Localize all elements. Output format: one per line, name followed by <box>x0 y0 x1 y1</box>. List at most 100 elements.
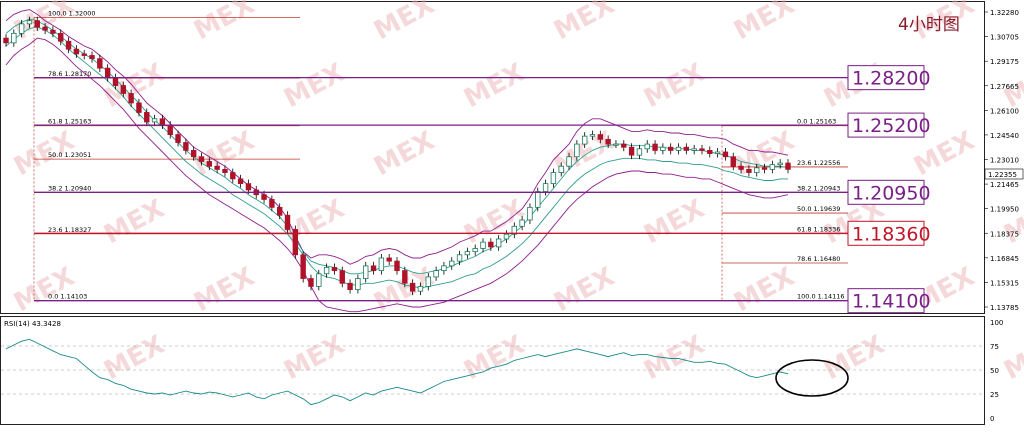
candle-body <box>527 206 533 221</box>
candle-body <box>378 257 385 272</box>
fib-left-label: 78.6 1.28170 <box>48 70 91 78</box>
candle-body <box>621 143 627 148</box>
current-price-badge <box>984 168 1024 180</box>
fib-right-label: 38.2 1.20943 <box>797 184 840 192</box>
watermark-text: MEX <box>639 330 709 386</box>
candle-body <box>511 225 517 235</box>
price-tick-label: 1.27665 <box>990 83 1019 91</box>
main-panel-frame <box>0 1 985 314</box>
watermark-text: MEX <box>459 194 529 250</box>
candle-body <box>339 270 345 284</box>
candle-body <box>292 229 299 256</box>
candle-body <box>42 26 48 31</box>
candle-body <box>198 156 205 162</box>
price-tick-label: 1.29175 <box>990 58 1019 66</box>
watermark-text: MEX <box>639 58 709 114</box>
level-label: 1.25200 <box>852 115 931 137</box>
watermark-text: MEX <box>369 0 439 46</box>
candle-body <box>120 85 126 94</box>
candle-body <box>65 40 72 50</box>
candle-body <box>104 67 111 79</box>
candle-body <box>464 251 471 256</box>
candle-body <box>370 265 377 272</box>
candle-body <box>652 143 658 151</box>
fib-left-label: 38.2 1.20940 <box>48 184 91 192</box>
price-tick-label: 1.24540 <box>990 132 1019 140</box>
candle-body <box>722 151 729 158</box>
candle-body <box>73 48 80 55</box>
candle-body <box>402 270 408 284</box>
candle-body <box>660 146 666 151</box>
watermark-text: MEX <box>189 262 259 318</box>
candle-body <box>472 248 478 253</box>
candle-body <box>613 143 619 146</box>
candle-body <box>151 118 158 123</box>
watermark-text: MEX <box>729 126 799 182</box>
candle-body <box>449 260 455 267</box>
rsi-tick-label: 0 <box>990 415 994 423</box>
candle-body <box>581 135 588 145</box>
level-label: 1.18360 <box>852 223 931 245</box>
watermark-text: MEX <box>459 330 529 386</box>
candle-body <box>276 206 283 216</box>
watermark-text: MEX <box>999 330 1024 386</box>
candle-body <box>746 168 752 173</box>
watermark-text: MEX <box>639 194 709 250</box>
price-tick-label: 1.16845 <box>990 255 1019 263</box>
candle-body <box>97 58 103 69</box>
fib-right-label: 23.6 1.22556 <box>797 159 840 167</box>
price-tick-label: 1.30705 <box>990 34 1019 42</box>
watermark-text: MEX <box>99 58 169 114</box>
candle-body <box>394 260 400 272</box>
candle-body <box>425 276 431 287</box>
candle-body <box>417 286 424 292</box>
watermark-text: MEX <box>729 0 799 46</box>
price-candles <box>3 16 791 296</box>
watermark-text: MEX <box>819 330 889 386</box>
fib-right-label: 78.6 1.16480 <box>797 255 840 263</box>
candle-body <box>519 219 525 227</box>
fib-right-label: 50.0 1.19639 <box>797 205 840 213</box>
candle-body <box>683 146 690 151</box>
price-tick-label: 1.13785 <box>990 304 1019 312</box>
candle-body <box>214 165 220 170</box>
candle-body <box>558 165 564 173</box>
price-tick-label: 1.26100 <box>990 107 1019 115</box>
candle-body <box>300 254 306 279</box>
candle-body <box>206 161 213 167</box>
candle-body <box>535 191 541 208</box>
level-box <box>847 112 925 138</box>
candle-body <box>605 138 611 145</box>
price-axis: 1.32280 1.30705 1.29175 1.27665 1.26100 1.245… <box>984 9 1019 312</box>
candle-body <box>230 172 236 180</box>
price-tick-label: 1.18375 <box>990 230 1019 238</box>
candle-body <box>574 143 580 158</box>
candle-body <box>589 134 596 137</box>
candle-body <box>699 148 705 151</box>
level-label: 1.14100 <box>852 291 931 313</box>
candle-body <box>777 162 783 166</box>
candle-body <box>190 150 197 158</box>
candle-body <box>441 265 447 272</box>
candle-body <box>644 143 650 150</box>
candle-body <box>668 146 674 151</box>
candle-body <box>714 151 721 154</box>
candle-body <box>50 29 56 34</box>
watermark-text: MEX <box>99 194 169 250</box>
level-box <box>847 179 925 205</box>
level-box <box>847 65 925 91</box>
candle-body <box>284 214 291 230</box>
price-tick-label: 1.21465 <box>990 181 1019 189</box>
candle-body <box>323 267 330 275</box>
candle-body <box>542 183 549 192</box>
rsi-label: RSI(14) 43.3428 <box>4 320 61 328</box>
candle-body <box>636 148 643 156</box>
fib-left-label: 100.0 1.32000 <box>48 10 96 18</box>
rsi-tick-label: 100 <box>990 319 1003 327</box>
candle-body <box>363 265 369 279</box>
candle-body <box>456 254 463 262</box>
annotation-ellipse <box>775 359 849 397</box>
candle-body <box>18 23 25 34</box>
